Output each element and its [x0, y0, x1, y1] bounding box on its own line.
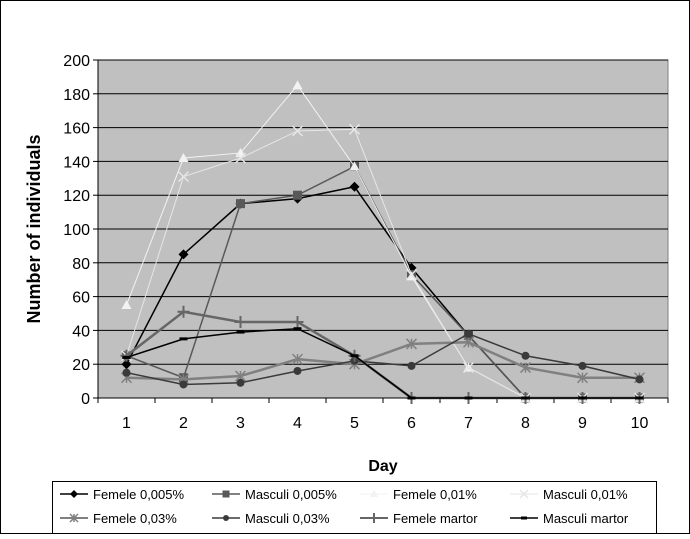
x-tick-label: 8 — [521, 415, 530, 432]
data-point-marker — [369, 513, 379, 523]
data-point-marker — [121, 300, 132, 310]
y-axis-title: Number of individuals — [24, 134, 44, 323]
legend-item: Masculi martor — [510, 511, 629, 526]
x-tick-labels: 1 2 3 4 5 6 7 8 9 10 — [97, 398, 669, 432]
legend-item: Femele 0,01% — [360, 487, 477, 502]
data-point-marker — [291, 315, 304, 328]
legend-item: Masculi 0,01% — [510, 487, 628, 502]
data-point-marker — [635, 375, 644, 384]
data-point-marker — [236, 378, 245, 387]
series-line — [126, 332, 640, 386]
x-axis-title: Day — [368, 458, 397, 475]
gridlines — [93, 59, 668, 399]
legend-label: Femele 0,03% — [93, 511, 177, 526]
legend: Femele 0,005% Masculi 0,005% Femele 0,01% M… — [60, 487, 629, 526]
y-tick-labels: 0 20 40 60 80 100 120 140 160 180 200 — [63, 53, 90, 408]
legend-box — [52, 481, 657, 534]
data-point-marker — [223, 515, 229, 521]
legend-item: Femele martor — [360, 511, 478, 526]
y-tick-label: 20 — [72, 357, 90, 374]
y-tick-label: 100 — [63, 222, 90, 239]
data-point-marker — [349, 181, 360, 192]
data-point-marker — [69, 513, 79, 523]
series-lines — [120, 80, 646, 404]
data-point-marker — [405, 269, 418, 281]
data-point-marker — [177, 305, 190, 318]
y-tick-label: 140 — [63, 154, 90, 171]
data-point-marker — [122, 368, 131, 377]
data-point-marker — [349, 161, 360, 171]
y-tick-label: 80 — [72, 256, 90, 273]
y-tick-label: 160 — [63, 121, 90, 138]
data-point-marker — [177, 171, 190, 183]
series-6 — [122, 329, 644, 389]
data-point-marker — [464, 329, 473, 338]
data-point-marker — [293, 190, 302, 200]
data-point-marker — [462, 362, 475, 374]
data-point-marker — [521, 351, 530, 360]
data-point-marker — [179, 380, 188, 389]
data-point-marker — [519, 362, 532, 374]
data-point-marker — [291, 353, 304, 365]
data-point-marker — [462, 336, 475, 348]
data-point-marker — [236, 199, 245, 209]
data-point-marker — [405, 338, 418, 350]
data-point-marker — [370, 490, 378, 497]
series-line — [126, 327, 640, 399]
data-point-marker — [291, 125, 304, 137]
x-tick-label: 1 — [122, 415, 131, 432]
x-tick-label: 3 — [236, 415, 245, 432]
y-tick-label: 40 — [72, 323, 90, 340]
data-point-marker — [348, 123, 361, 135]
data-point-marker — [292, 80, 303, 90]
data-point-marker — [121, 359, 132, 370]
legend-label: Masculi 0,005% — [245, 487, 337, 502]
legend-item: Masculi 0,03% — [212, 511, 330, 526]
y-tick-label: 60 — [72, 290, 90, 307]
data-point-marker — [178, 249, 189, 260]
data-point-marker — [222, 490, 230, 498]
legend-label: Femele 0,01% — [393, 487, 477, 502]
y-tick-label: 180 — [63, 87, 90, 104]
legend-label: Masculi 0,01% — [543, 487, 628, 502]
data-point-marker — [576, 372, 589, 384]
y-tick-label: 200 — [63, 53, 90, 70]
data-point-marker — [578, 361, 587, 370]
x-tick-label: 2 — [179, 415, 188, 432]
y-tick-label: 120 — [63, 188, 90, 205]
x-tick-label: 4 — [293, 415, 302, 432]
x-tick-label: 6 — [407, 415, 416, 432]
series-line — [126, 340, 640, 381]
legend-item: Femele 0,005% — [60, 487, 184, 502]
data-point-marker — [234, 315, 247, 328]
data-point-marker — [407, 361, 416, 370]
legend-label: Masculi 0,03% — [245, 511, 330, 526]
data-point-marker — [70, 490, 78, 498]
y-tick-label: 0 — [81, 391, 90, 408]
data-point-marker — [293, 366, 302, 375]
series-8 — [122, 327, 644, 400]
x-tick-label: 10 — [631, 415, 649, 432]
data-point-marker — [178, 153, 189, 163]
data-point-marker — [234, 152, 247, 164]
x-tick-label: 9 — [578, 415, 587, 432]
x-tick-label: 5 — [350, 415, 359, 432]
legend-label: Femele 0,005% — [93, 487, 184, 502]
data-point-marker — [519, 489, 529, 499]
legend-item: Femele 0,03% — [60, 511, 177, 526]
x-tick-label: 7 — [464, 415, 473, 432]
legend-item: Masculi 0,005% — [212, 487, 337, 502]
legend-label: Femele martor — [393, 511, 478, 526]
legend-label: Masculi martor — [543, 511, 629, 526]
